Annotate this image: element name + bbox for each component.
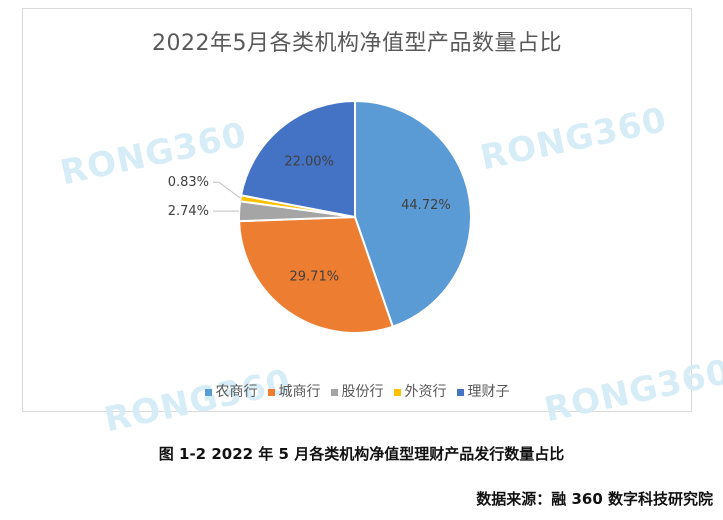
legend-swatch (204, 388, 212, 396)
legend-foreign-banks: 外资行 (393, 381, 447, 401)
pie-chart: 44.72% 29.71% 2.74% 0.83% 22.00% (168, 99, 472, 334)
chart-legend: 农商行 城商行 股份行 外资行 理财子 (23, 381, 691, 401)
legend-rural-banks: 农商行 (204, 381, 258, 401)
legend-label: 理财子 (467, 384, 510, 400)
legend-swatch (456, 388, 464, 396)
data-source: 数据来源：融 360 数字科技研究院 (476, 490, 713, 508)
legend-wealth-subsidiaries: 理财子 (456, 381, 510, 401)
legend-label: 农商行 (215, 384, 258, 400)
data-label-rural-banks: 44.72% (401, 198, 451, 213)
data-label-foreign-banks: 0.83% (168, 175, 209, 190)
data-label-city-banks: 29.71% (290, 269, 340, 284)
slice-wealth-subsidiaries (239, 99, 356, 219)
leader-line-foreign-banks (213, 181, 241, 199)
legend-city-banks: 城商行 (267, 381, 321, 401)
chart-title: 2022年5月各类机构净值型产品数量占比 (152, 31, 562, 56)
legend-swatch (330, 388, 338, 396)
legend-label: 外资行 (404, 384, 447, 400)
chart-frame: RONG360 RONG360 RONG360 RONG360 2022年5月各… (22, 8, 723, 440)
legend-joint-stock-banks: 股份行 (330, 381, 384, 401)
legend-label: 股份行 (341, 384, 384, 400)
legend-swatch (393, 388, 401, 396)
slice-rural-banks (354, 99, 472, 328)
figure-caption: 图 1-2 2022 年 5 月各类机构净值型理财产品发行数量占比 (158, 445, 565, 463)
slice-city-banks (238, 215, 395, 334)
data-label-wealth-subsidiaries: 22.00% (284, 155, 334, 170)
legend-label: 城商行 (278, 384, 321, 400)
legend-swatch (267, 388, 275, 396)
data-label-joint-stock-banks: 2.74% (168, 204, 209, 219)
